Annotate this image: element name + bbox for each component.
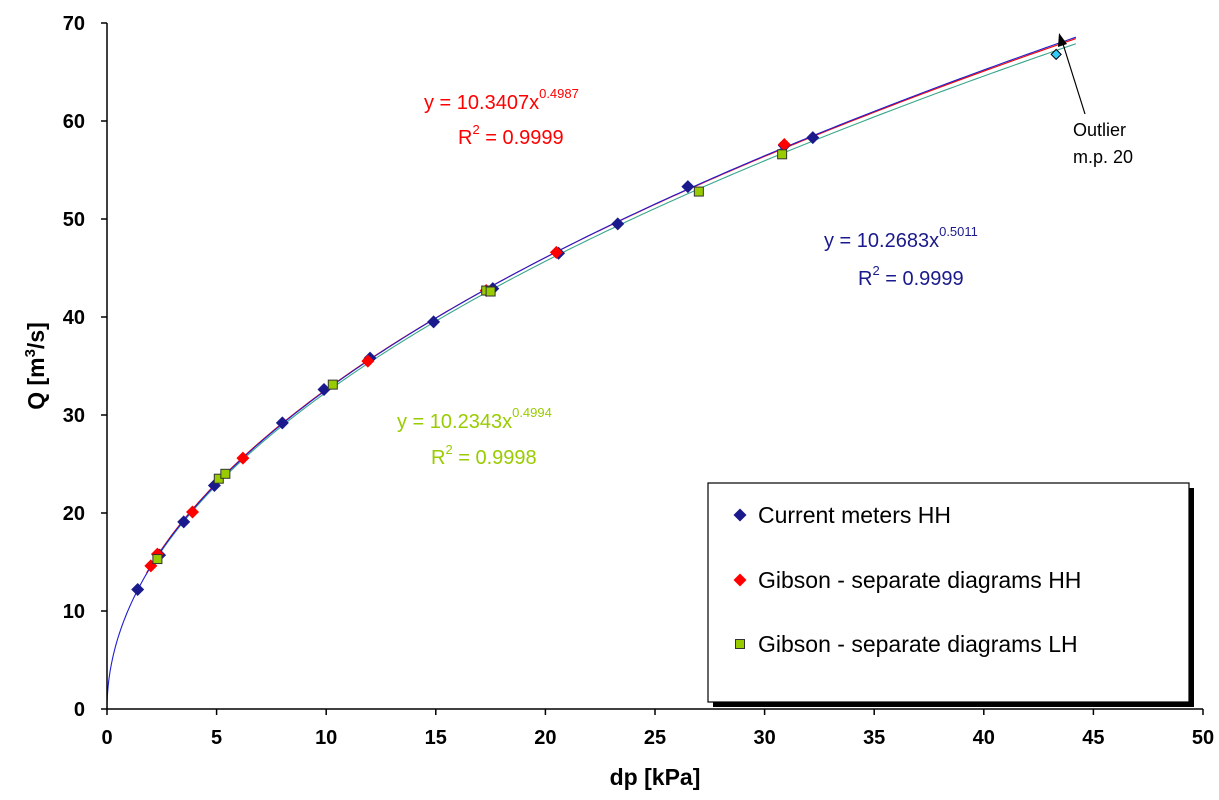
- data-point-series-0: [275, 416, 289, 430]
- data-point-series-1: [361, 354, 375, 368]
- x-axis-title: dp [kPa]: [610, 764, 701, 790]
- legend-marker-series-2: [735, 639, 745, 649]
- equation-current-meters-hh-r2: R2 = 0.9999: [858, 263, 964, 290]
- data-point-series-0: [611, 217, 625, 231]
- legend-marker-series-0: [733, 508, 747, 522]
- data-points: [131, 48, 1062, 596]
- legend-markers: [733, 508, 747, 649]
- x-tick-label: 5: [211, 727, 222, 749]
- outlier-arrow-head: [1058, 33, 1067, 47]
- data-point-series-0: [317, 383, 331, 397]
- data-point-series-1: [777, 138, 791, 152]
- data-point-series-0: [177, 515, 191, 529]
- x-tick-label: 10: [315, 727, 337, 749]
- x-tick-label: 35: [863, 727, 885, 749]
- outlier-arrow-line: [1062, 43, 1086, 115]
- x-tick-label: 20: [534, 727, 556, 749]
- outlier-point: [1050, 48, 1062, 61]
- legend-label-current-meters-hh: Current meters HH: [758, 502, 951, 528]
- data-point-series-2: [777, 149, 788, 160]
- data-point-series-0: [806, 131, 820, 145]
- x-tick-label: 45: [1082, 727, 1104, 749]
- equation-current-meters-hh: y = 10.2683x0.5011 R2 = 0.9999: [824, 224, 978, 290]
- equation-gibson-lh-formula: y = 10.2343x0.4994: [397, 405, 552, 433]
- y-tick-label: 50: [63, 209, 85, 231]
- y-tick-label: 30: [63, 405, 85, 427]
- legend-label-gibson-lh: Gibson - separate diagrams LH: [758, 631, 1078, 657]
- data-point-series-1: [185, 505, 199, 519]
- data-point-series-1: [236, 451, 250, 465]
- outlier-annotation: Outlier m.p. 20: [1058, 33, 1133, 167]
- y-tick-label: 70: [63, 13, 85, 35]
- x-tick-label: 30: [753, 727, 775, 749]
- data-point-series-0: [681, 180, 695, 194]
- legend-marker-series-1: [733, 573, 747, 587]
- equation-gibson-hh-formula: y = 10.3407x0.4987: [424, 86, 579, 114]
- data-point-series-2: [327, 379, 338, 390]
- equation-gibson-lh: y = 10.2343x0.4994 R2 = 0.9998: [397, 405, 552, 469]
- equation-gibson-hh: y = 10.3407x0.4987 R2 = 0.9999: [424, 86, 579, 149]
- fit-curve-2: [150, 43, 1077, 568]
- y-tick-label: 60: [63, 111, 85, 133]
- legend: Current meters HH Gibson - separate diag…: [707, 482, 1194, 707]
- fit-curves: [106, 36, 1077, 710]
- y-tick-label: 10: [63, 601, 85, 623]
- y-tick-label: 20: [63, 503, 85, 525]
- x-tick-label: 40: [973, 727, 995, 749]
- axis-ticks: 0 5 10 15 20 25 30 35 40 45 50 0 10 20 30 40 50 60 70: [63, 13, 1214, 749]
- equation-gibson-lh-r2: R2 = 0.9998: [431, 442, 537, 469]
- fit-curve-0: [106, 36, 1077, 710]
- x-tick-label: 15: [425, 727, 447, 749]
- y-axis-title: Q [m3/s]: [22, 322, 49, 410]
- data-point-series-2: [485, 286, 496, 297]
- data-point-series-2: [693, 186, 704, 197]
- equation-current-meters-hh-formula: y = 10.2683x0.5011: [824, 224, 978, 252]
- data-point-series-0: [131, 582, 145, 596]
- y-tick-label: 0: [74, 699, 85, 721]
- outlier-label-line1: Outlier: [1073, 120, 1126, 140]
- equation-gibson-hh-r2: R2 = 0.9999: [458, 122, 564, 149]
- outlier-label-line2: m.p. 20: [1073, 147, 1133, 167]
- data-point-series-0: [427, 315, 441, 329]
- y-tick-label: 40: [63, 307, 85, 329]
- legend-box: [707, 482, 1190, 703]
- x-tick-label: 50: [1192, 727, 1214, 749]
- data-point-series-2: [220, 468, 231, 479]
- x-tick-label: 0: [101, 727, 112, 749]
- x-tick-label: 25: [644, 727, 666, 749]
- legend-label-gibson-hh: Gibson - separate diagrams HH: [758, 567, 1081, 593]
- data-point-series-1: [549, 245, 563, 259]
- data-point-series-2: [152, 554, 163, 565]
